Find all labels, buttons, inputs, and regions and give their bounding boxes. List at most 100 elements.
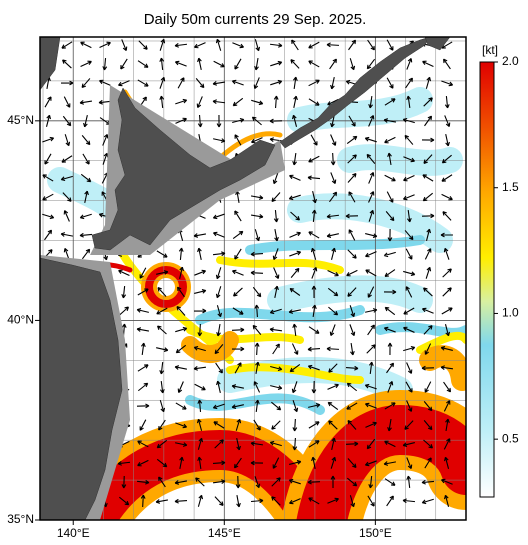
- arrow: [118, 269, 130, 277]
- arrow: [197, 57, 202, 70]
- arrow: [402, 117, 415, 124]
- arrow: [368, 115, 375, 127]
- map-body: [40, 37, 466, 520]
- arrow: [42, 193, 54, 201]
- arrow: [366, 153, 376, 164]
- arrow: [253, 419, 261, 431]
- arrow: [347, 458, 357, 468]
- arrow: [156, 270, 169, 275]
- arrow: [231, 79, 244, 86]
- arrow: [441, 80, 454, 87]
- arrow: [424, 115, 433, 127]
- arrow: [442, 287, 452, 297]
- arrow: [311, 209, 317, 223]
- arrow: [403, 307, 415, 315]
- arrow: [197, 494, 204, 507]
- arrow: [136, 327, 150, 332]
- arrow: [197, 456, 202, 470]
- arrow: [157, 287, 167, 297]
- arrow: [156, 307, 168, 315]
- arrow: [349, 58, 356, 71]
- colorbar-tick-label: 1.5: [502, 180, 519, 194]
- arrow: [405, 381, 413, 393]
- arrow: [213, 138, 226, 143]
- arrow: [326, 42, 340, 48]
- arrow: [347, 154, 357, 164]
- arrow: [253, 381, 261, 393]
- arrow: [98, 99, 112, 105]
- arrow: [121, 285, 127, 299]
- arrow: [366, 438, 376, 450]
- arrow: [386, 39, 394, 51]
- arrow: [441, 307, 453, 315]
- arrow: [269, 118, 283, 124]
- arrow: [347, 420, 357, 430]
- arrow: [252, 286, 262, 298]
- arrow: [234, 58, 242, 70]
- arrow: [61, 155, 73, 163]
- arrow: [159, 57, 165, 71]
- arrow: [232, 307, 244, 315]
- arrow: [62, 59, 72, 69]
- arrow: [197, 247, 202, 260]
- arrow: [174, 60, 187, 67]
- arrow: [289, 363, 301, 373]
- arrow: [120, 58, 128, 70]
- arrow: [81, 78, 91, 89]
- arrow: [270, 79, 283, 86]
- arrow: [350, 342, 355, 356]
- arrow: [273, 95, 279, 109]
- arrow: [311, 285, 317, 299]
- arrow: [232, 117, 245, 124]
- arrow: [291, 381, 298, 394]
- arrow: [384, 478, 396, 486]
- arrow: [308, 231, 320, 239]
- arrow: [330, 134, 337, 146]
- arrow: [423, 401, 433, 412]
- arrow: [384, 269, 396, 277]
- arrow: [440, 346, 453, 351]
- arrow: [386, 77, 394, 89]
- arrow: [403, 175, 415, 182]
- arrow: [63, 96, 71, 108]
- arrow: [424, 381, 432, 393]
- arrow: [215, 362, 223, 374]
- arrow: [270, 385, 283, 390]
- arrow: [365, 251, 377, 258]
- arrow: [232, 97, 244, 107]
- arrow: [250, 498, 264, 504]
- arrow: [292, 418, 298, 432]
- arrow: [140, 342, 146, 356]
- arrow: [159, 95, 165, 109]
- arrow: [83, 115, 88, 128]
- arrow: [368, 191, 375, 203]
- arrow: [330, 115, 335, 128]
- arrow: [329, 58, 337, 70]
- arrow: [421, 213, 435, 219]
- arrow: [118, 496, 130, 506]
- arrow: [346, 477, 358, 487]
- arrow: [366, 344, 376, 354]
- arrow: [406, 457, 413, 470]
- arrow: [307, 175, 321, 181]
- arrow: [236, 438, 241, 451]
- arrow: [159, 38, 166, 51]
- arrow: [195, 78, 205, 89]
- arrow: [383, 118, 397, 123]
- arrow: [213, 60, 225, 68]
- arrow: [330, 172, 337, 185]
- arrow: [271, 420, 281, 430]
- arrow: [119, 306, 129, 316]
- arrow: [271, 192, 281, 202]
- arrow: [383, 326, 396, 333]
- arrow: [406, 209, 412, 223]
- arrow: [422, 174, 434, 182]
- arrow: [212, 213, 225, 220]
- arrow: [140, 494, 146, 508]
- arrow: [443, 381, 452, 393]
- arrow: [404, 230, 414, 241]
- arrow: [250, 460, 264, 466]
- arrow: [236, 494, 241, 508]
- arrow: [289, 460, 302, 465]
- arrow: [289, 250, 302, 257]
